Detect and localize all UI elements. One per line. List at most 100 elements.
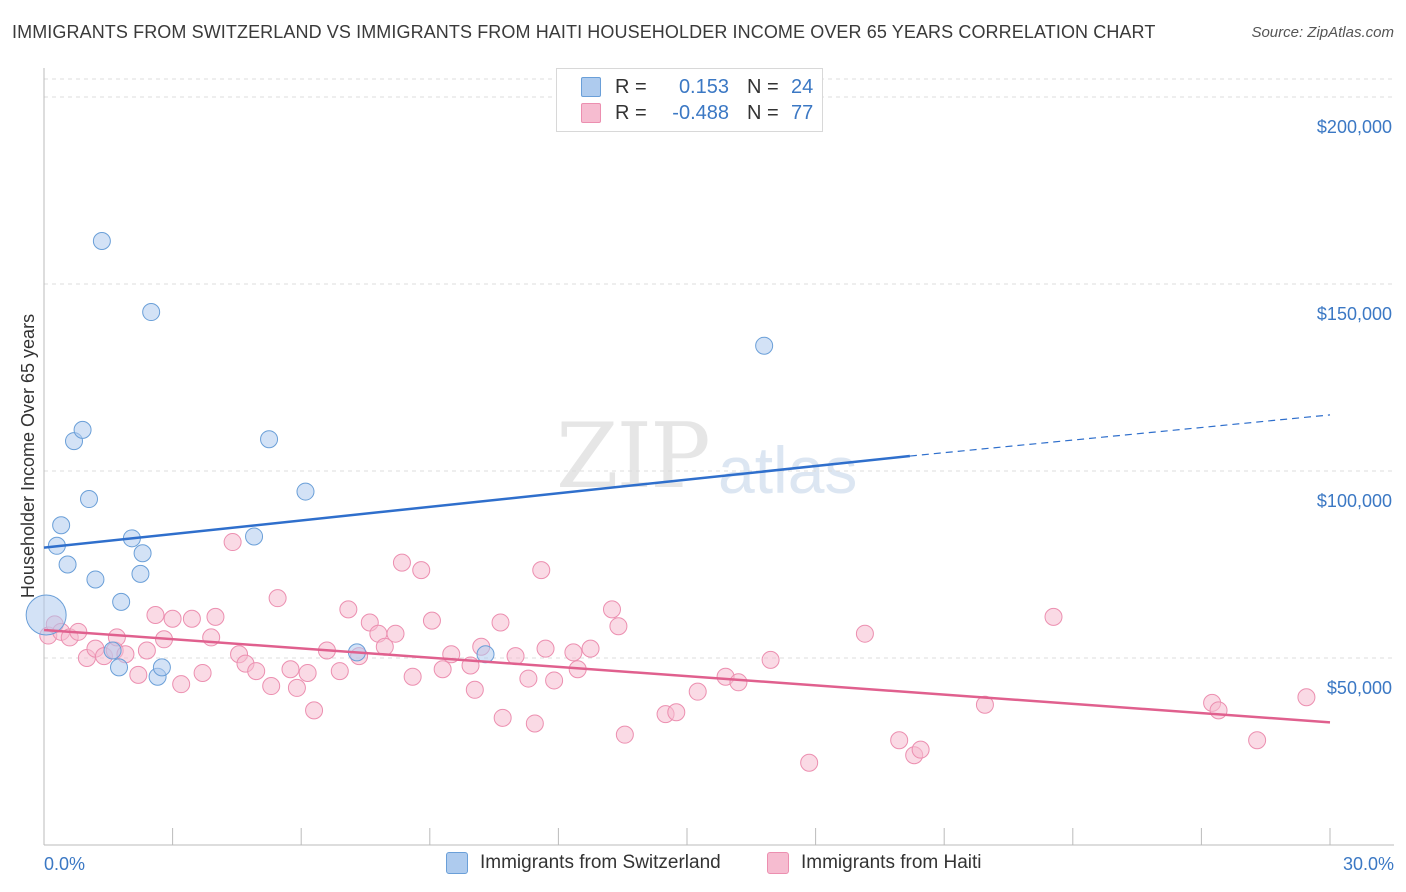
data-point: [412, 561, 431, 580]
data-point: [172, 675, 191, 694]
data-point: [129, 665, 148, 684]
x-axis-ticks: [43, 828, 1331, 845]
switzerland-legend-label: Immigrants from Switzerland: [480, 852, 721, 873]
data-point: [602, 600, 621, 619]
y-axis-ticks: $50,000 $100,000 $150,000 $200,000: [1317, 117, 1392, 698]
data-point: [1044, 607, 1063, 626]
r-value: 0.153: [678, 75, 729, 98]
r-label: R =: [615, 101, 647, 124]
axes: [43, 68, 1394, 846]
bottom-legend-haiti: Immigrants from Haiti: [767, 852, 982, 874]
data-point: [890, 731, 909, 750]
legend-row-haiti: R = -0.488 N = 77: [581, 101, 813, 125]
data-point: [86, 570, 105, 589]
data-point: [729, 673, 748, 692]
data-point: [532, 561, 551, 580]
data-point: [112, 592, 131, 611]
data-point: [58, 555, 77, 574]
data-point: [146, 605, 165, 624]
data-point: [73, 420, 92, 439]
data-point: [1248, 731, 1267, 750]
data-point: [152, 658, 171, 677]
data-point: [800, 753, 819, 772]
data-point: [305, 701, 324, 720]
data-point: [110, 658, 129, 677]
data-point: [688, 682, 707, 701]
data-point: [223, 533, 242, 552]
data-point: [465, 680, 484, 699]
trend-lines: [43, 414, 1331, 724]
n-label: N =: [747, 75, 779, 98]
data-point: [268, 589, 287, 608]
data-point: [525, 714, 544, 733]
data-point: [131, 564, 150, 583]
data-point: [137, 641, 156, 660]
switzerland-legend-swatch: [446, 852, 468, 874]
y-tick-label: $200,000: [1317, 117, 1392, 137]
n-label: N =: [747, 101, 779, 124]
data-point: [281, 660, 300, 679]
data-point: [761, 650, 780, 669]
y-tick-label: $50,000: [1327, 678, 1392, 698]
data-point: [519, 669, 538, 688]
data-point: [433, 660, 452, 679]
y-tick-label: $100,000: [1317, 491, 1392, 511]
data-point: [193, 663, 212, 682]
data-point: [581, 639, 600, 658]
data-point: [855, 624, 874, 643]
legend-row-switzerland: R = 0.153 N = 24: [581, 75, 813, 99]
stats-legend: R = 0.153 N = 24 R = -0.488 N = 77: [556, 68, 823, 132]
data-point: [975, 695, 994, 714]
series-switzerland-points: [25, 231, 774, 686]
haiti-legend-swatch: [767, 852, 789, 874]
data-point: [609, 617, 628, 636]
y-axis-label: Householder Income Over 65 years: [18, 314, 38, 598]
chart-title: IMMIGRANTS FROM SWITZERLAND VS IMMIGRANT…: [12, 22, 1156, 42]
data-point: [564, 643, 583, 662]
data-point: [536, 639, 555, 658]
data-point: [245, 527, 264, 546]
data-point: [422, 611, 441, 630]
x-tick-label-max: 30.0%: [1343, 854, 1394, 874]
source-credit: Source: ZipAtlas.com: [1251, 24, 1394, 41]
r-label: R =: [615, 75, 647, 98]
haiti-legend-label: Immigrants from Haiti: [801, 852, 982, 873]
n-value: 77: [791, 101, 814, 124]
data-point: [911, 740, 930, 759]
x-tick-label-min: 0.0%: [44, 854, 85, 874]
data-point: [330, 662, 349, 681]
trend-line-switzerland: [43, 454, 911, 549]
data-point: [386, 624, 405, 643]
data-point: [545, 671, 564, 690]
data-point: [1297, 688, 1316, 707]
data-point: [755, 336, 774, 355]
data-point: [52, 516, 71, 535]
grid-lines: [44, 78, 1394, 659]
data-point: [392, 553, 411, 572]
data-point: [182, 609, 201, 628]
data-point: [491, 613, 510, 632]
haiti-swatch: [581, 103, 601, 123]
data-point: [615, 725, 634, 744]
data-point: [298, 663, 317, 682]
data-point: [287, 678, 306, 697]
data-point: [25, 594, 67, 636]
data-point: [339, 600, 358, 619]
data-point: [80, 490, 99, 509]
series-haiti-points: [39, 533, 1316, 772]
n-value: 24: [791, 75, 814, 98]
data-point: [506, 647, 525, 666]
data-point: [163, 609, 182, 628]
data-point: [103, 641, 122, 660]
data-point: [206, 607, 225, 626]
data-point: [247, 662, 266, 681]
data-point: [1209, 701, 1228, 720]
trend-line-switzerland-projection: [909, 414, 1331, 457]
data-point: [133, 544, 152, 563]
bottom-legend-switzerland: Immigrants from Switzerland: [446, 852, 721, 874]
trend-line-haiti: [43, 628, 1331, 724]
data-point: [142, 303, 161, 322]
data-point: [493, 708, 512, 727]
data-point: [403, 667, 422, 686]
